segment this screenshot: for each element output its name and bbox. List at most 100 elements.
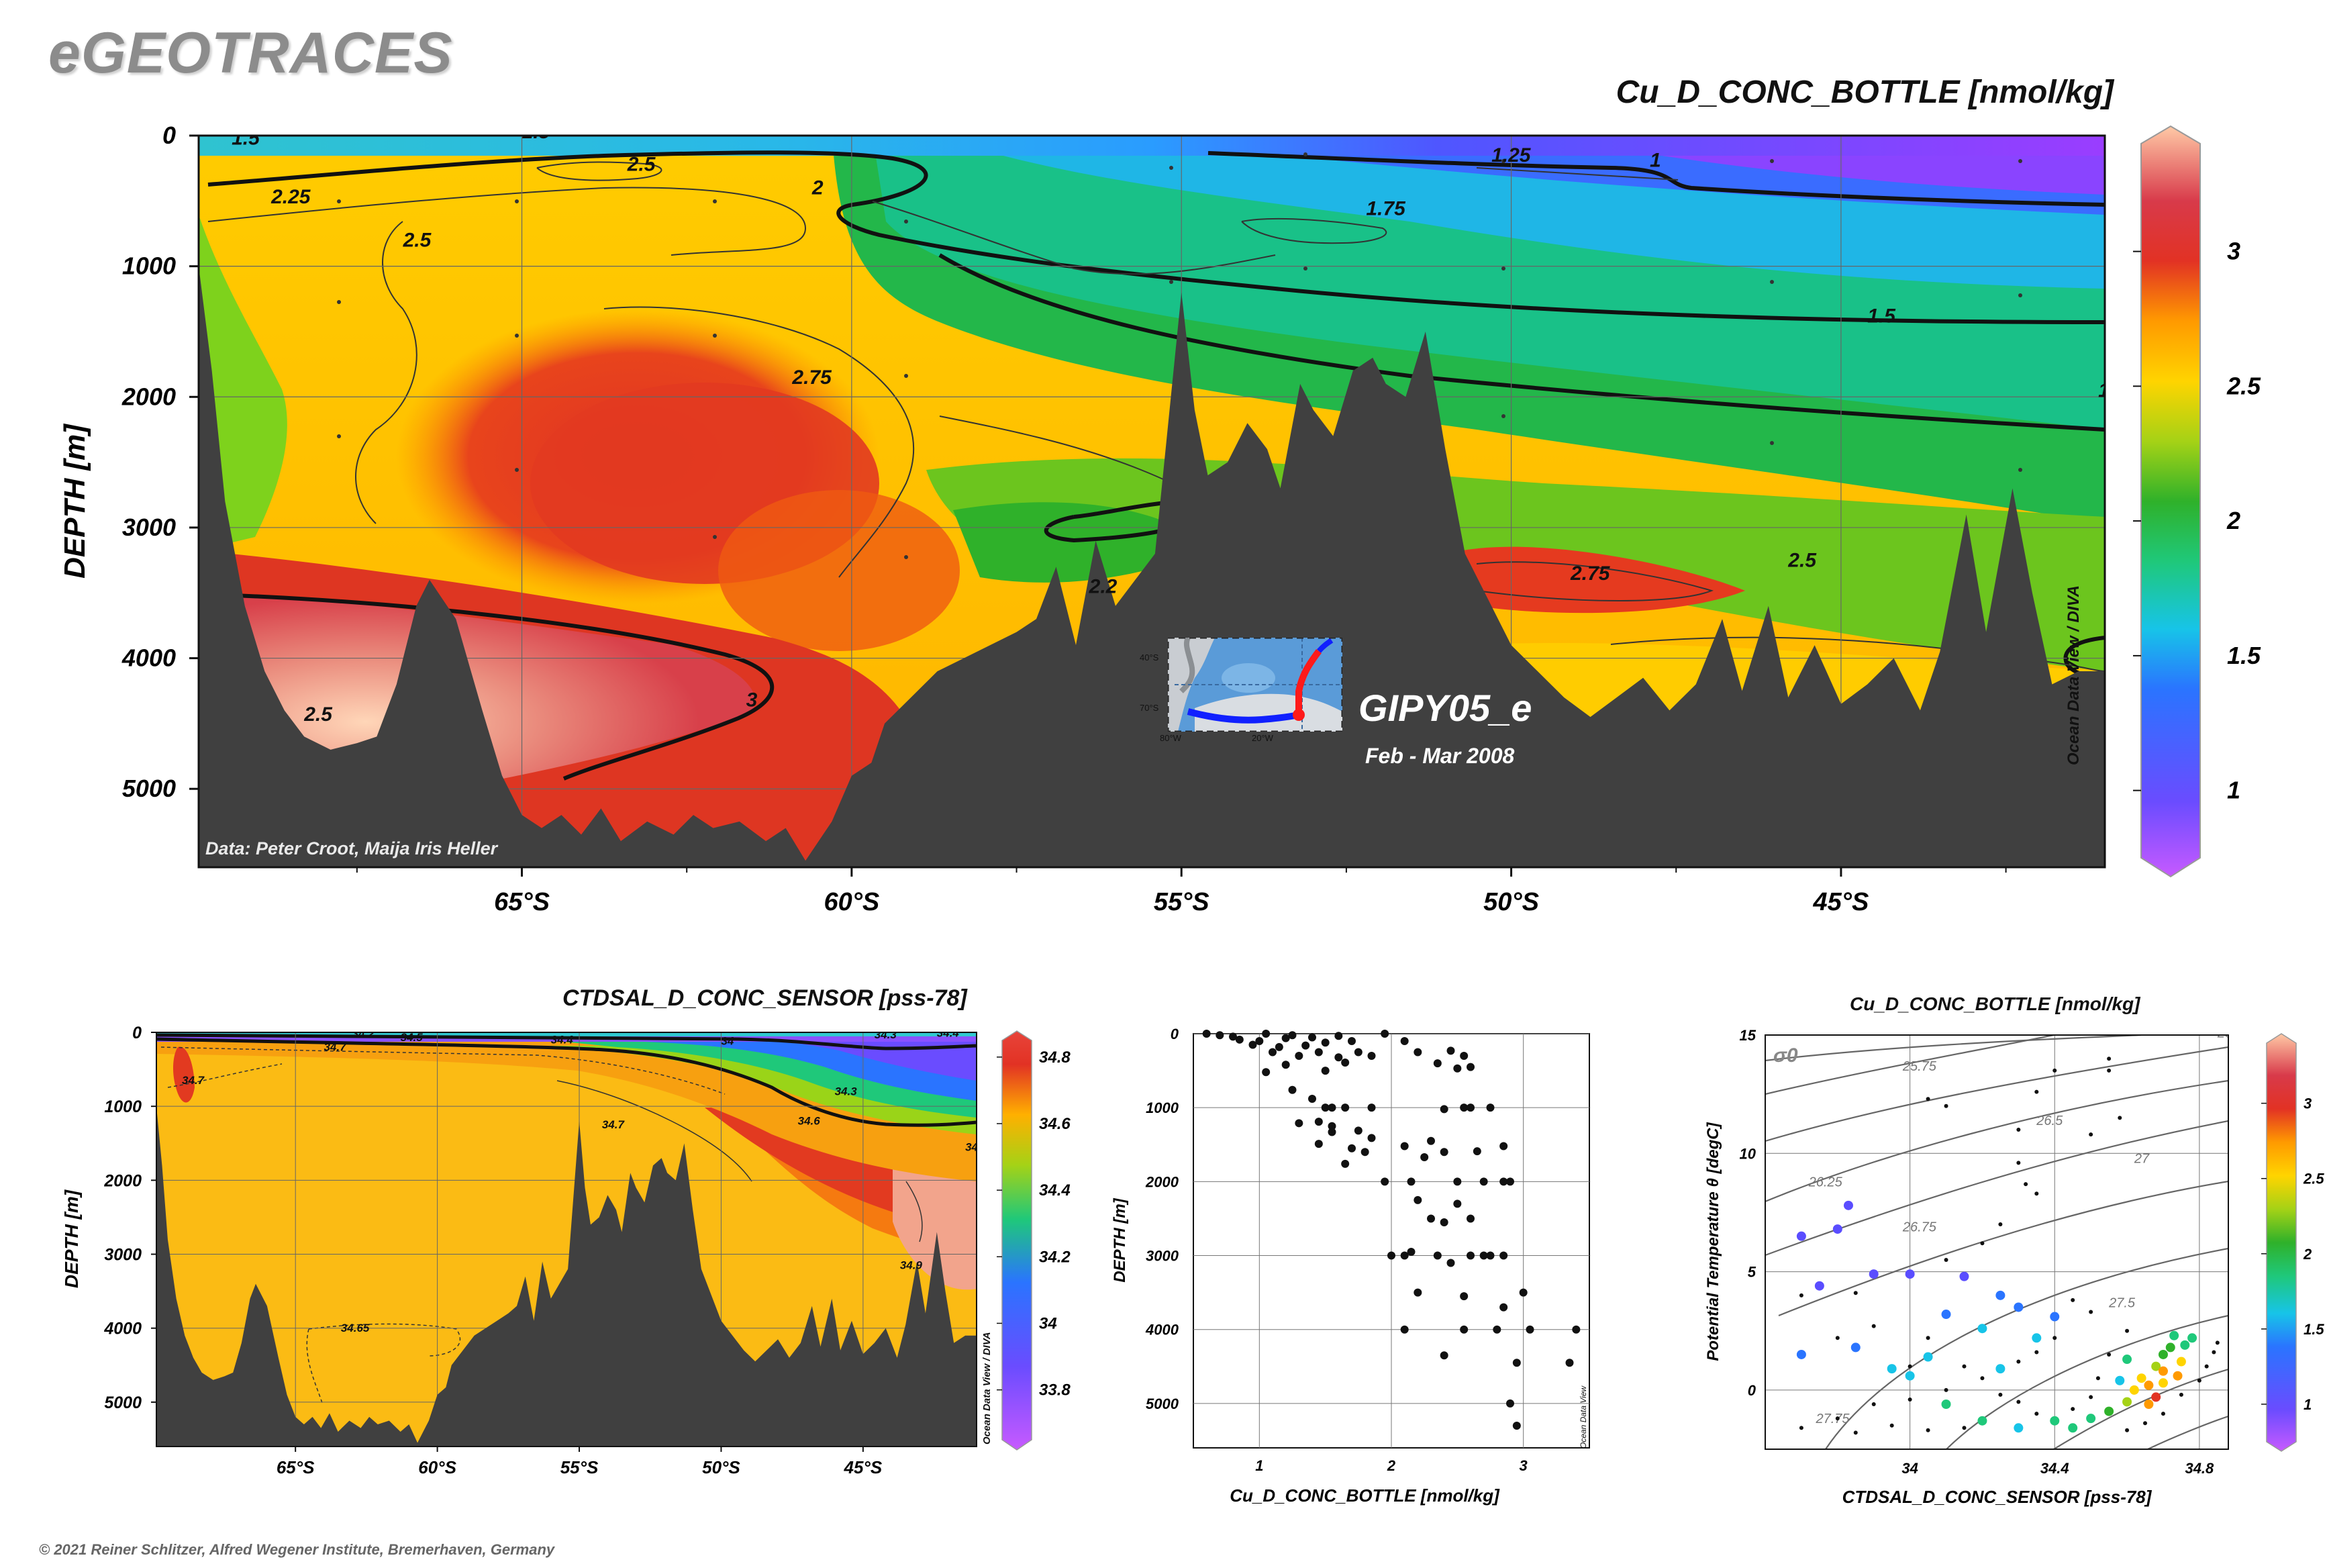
ts-y-tick-label: 0 xyxy=(1748,1382,1756,1399)
ts-ctd-point xyxy=(2034,1191,2039,1196)
salinity-contour-label: 34.7 xyxy=(324,1041,347,1054)
salinity-y-tick-label: 1000 xyxy=(104,1097,142,1116)
salinity-x-tick-label: 45°S xyxy=(844,1457,883,1477)
ts-x-tick-label: 34.4 xyxy=(2040,1460,2069,1477)
profile-data-point xyxy=(1499,1142,1508,1150)
ts-ctd-point xyxy=(1926,1428,1930,1432)
ts-colored-point xyxy=(1850,1342,1861,1353)
ts-ctd-point xyxy=(1962,1426,1967,1430)
ts-colored-point xyxy=(2050,1312,2060,1322)
profile-data-point xyxy=(1255,1037,1264,1046)
profile-data-point xyxy=(1288,1031,1297,1040)
ts-cbar-tick-label: 3 xyxy=(2304,1095,2312,1112)
ts-colored-point xyxy=(1832,1224,1842,1234)
ts-colored-point xyxy=(1977,1324,1987,1334)
ts-cbar-tick-label: 2 xyxy=(2303,1246,2312,1263)
inset-lon-label-2: 20°W xyxy=(1252,733,1273,743)
profile-data-point xyxy=(1262,1068,1271,1077)
ts-ctd-point xyxy=(2118,1116,2122,1120)
main-y-tick-label: 3000 xyxy=(122,513,176,541)
ts-ctd-point xyxy=(2052,1068,2057,1073)
main-odv-vertical-label: Ocean Data View / DIVA xyxy=(2065,585,2083,765)
profile-data-point xyxy=(1499,1303,1508,1312)
profile-y-tick-label: 4000 xyxy=(1145,1322,1179,1338)
ts-colored-point xyxy=(1905,1269,1915,1279)
section-name: GIPY05_e xyxy=(1358,687,1532,729)
ts-colored-point xyxy=(1887,1364,1897,1374)
ts-colored-point xyxy=(2122,1397,2132,1407)
ts-ctd-point xyxy=(2212,1350,2216,1355)
ts-colored-point xyxy=(2180,1340,2190,1350)
profile-data-point xyxy=(1308,1033,1316,1042)
ts-colored-point xyxy=(2151,1361,2161,1371)
profile-odv-vertical-label: Ocean Data View xyxy=(1579,1385,1588,1449)
profile-y-axis-label: DEPTH [m] xyxy=(1111,1197,1129,1282)
main-contour-label: 1.7 xyxy=(2098,379,2127,401)
ts-ctd-point xyxy=(2016,1128,2021,1132)
profile-data-point xyxy=(1348,1037,1356,1046)
profile-data-point xyxy=(1414,1048,1422,1057)
main-contour-label: 1.25 xyxy=(1491,144,1532,166)
profile-data-point xyxy=(1440,1218,1448,1226)
profile-data-point xyxy=(1446,1259,1455,1267)
profile-data-point xyxy=(1367,1104,1376,1112)
ts-ctd-point xyxy=(2071,1297,2075,1302)
profile-data-point xyxy=(1427,1214,1435,1223)
ts-colored-point xyxy=(1796,1349,1806,1359)
profile-y-tick-label: 2000 xyxy=(1145,1173,1179,1190)
profile-data-point xyxy=(1229,1032,1237,1041)
profile-data-point xyxy=(1288,1085,1297,1094)
ts-colored-point xyxy=(2144,1380,2154,1390)
profile-data-point xyxy=(1499,1177,1508,1186)
profile-data-point xyxy=(1440,1351,1448,1360)
profile-data-point xyxy=(1367,1052,1376,1061)
salinity-contour-label: 34.4 xyxy=(551,1034,574,1046)
profile-data-point xyxy=(1453,1199,1462,1208)
profile-data-point xyxy=(1460,1052,1469,1061)
profile-data-point xyxy=(1334,1053,1343,1062)
ts-ctd-point xyxy=(2179,1392,2183,1397)
profile-data-point xyxy=(1414,1288,1422,1297)
main-y-axis-label: DEPTH [m] xyxy=(58,424,91,579)
main-contour-label: 2.5 xyxy=(303,703,333,726)
profile-x-tick-label: 2 xyxy=(1387,1457,1396,1474)
ts-colored-point xyxy=(2173,1371,2183,1381)
main-y-tick-label: 0 xyxy=(162,121,176,149)
main-contour-label: 2 xyxy=(811,177,824,199)
profile-data-point xyxy=(1467,1251,1475,1260)
ts-ctd-point xyxy=(1889,1423,1894,1428)
inset-map: 40°S 70°S 80°W 20°W xyxy=(1140,636,1344,743)
profile-data-point xyxy=(1281,1034,1290,1042)
main-contour-label: 1.5 xyxy=(232,128,260,150)
salinity-y-tick-label: 5000 xyxy=(104,1393,142,1412)
profile-data-point xyxy=(1328,1128,1336,1136)
salinity-colorbar xyxy=(1001,1030,1032,1451)
ts-colored-point xyxy=(1814,1281,1824,1291)
profile-data-point xyxy=(1295,1052,1303,1061)
profile-data-point xyxy=(1479,1251,1488,1260)
profile-data-point xyxy=(1387,1251,1395,1260)
profile-data-point xyxy=(1400,1325,1409,1334)
profile-data-point xyxy=(1427,1136,1435,1145)
inset-lon-label-1: 80°W xyxy=(1160,733,1181,743)
salinity-contour-label: 34.7 xyxy=(602,1118,626,1131)
ts-isopycnal-label: 27.5 xyxy=(2108,1295,2136,1310)
salinity-contour-label: 34.3 xyxy=(835,1085,858,1098)
profile-x-tick-label: 1 xyxy=(1255,1457,1263,1474)
inset-lat-label-1: 40°S xyxy=(1140,652,1159,663)
salinity-y-tick-label: 4000 xyxy=(103,1320,142,1338)
ts-density-label: σ0 xyxy=(1773,1044,1798,1067)
ts-ctd-point xyxy=(2143,1421,2148,1426)
main-contour-label: 1 xyxy=(1650,150,1661,172)
profile-data-point xyxy=(1512,1421,1521,1430)
ts-ctd-point xyxy=(1998,1392,2003,1397)
profile-data-point xyxy=(1473,1147,1481,1156)
main-y-tick-label: 4000 xyxy=(121,644,176,672)
profile-data-point xyxy=(1308,1094,1316,1103)
main-colorbar xyxy=(2140,125,2201,878)
ts-ctd-point xyxy=(2197,1378,2201,1383)
profile-data-point xyxy=(1301,1041,1310,1050)
ts-ctd-point xyxy=(1835,1416,1840,1421)
salinity-cbar-tick-label: 34.2 xyxy=(1039,1248,1071,1266)
profile-data-point xyxy=(1499,1251,1508,1260)
